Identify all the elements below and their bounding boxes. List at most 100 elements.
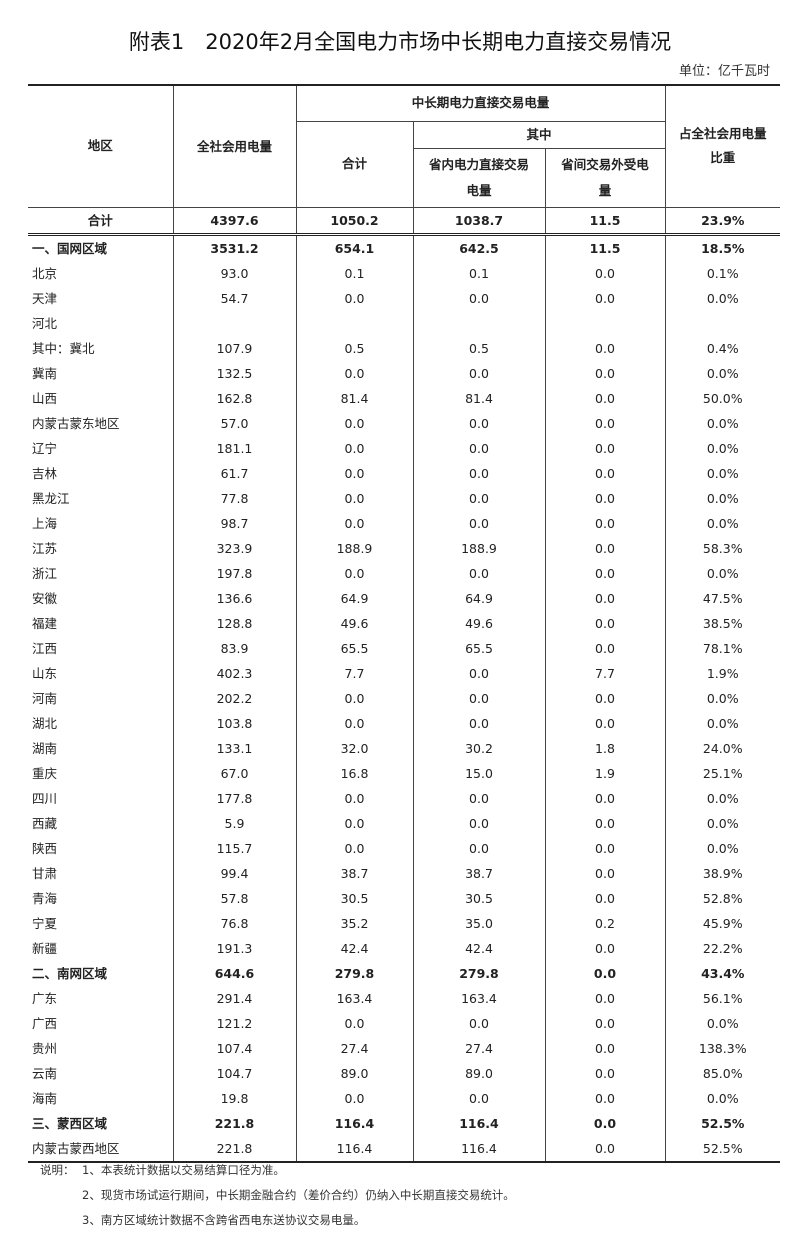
value-cell: 30.2 (412, 735, 546, 761)
value-cell: 5.9 (172, 810, 297, 836)
region-cell: 天津 (28, 285, 174, 311)
header-of-which: 其中 (412, 120, 665, 149)
value-cell: 162.8 (172, 385, 297, 411)
table-row: 江苏 323.9 188.9 188.9 0.0 58.3% (28, 535, 780, 561)
value-cell: 116.4 (412, 1135, 546, 1163)
header-mid-long-term: 中长期电力直接交易电量 (295, 84, 666, 122)
region-cell: 吉林 (28, 460, 174, 486)
value-cell: 27.4 (295, 1035, 414, 1061)
value-cell: 0.0 (295, 460, 414, 486)
value-cell: 25.1% (664, 760, 780, 786)
region-cell: 一、国网区域 (28, 234, 174, 261)
value-cell: 177.8 (172, 785, 297, 811)
value-cell: 0.0% (664, 810, 780, 836)
value-cell: 0.0 (544, 1010, 666, 1036)
value-cell: 0.0% (664, 485, 780, 511)
header-share-label: 占全社会用电量比重 (678, 126, 767, 166)
table-row: 云南 104.7 89.0 89.0 0.0 85.0% (28, 1060, 780, 1086)
value-cell: 0.0 (544, 560, 666, 586)
note-item: 2、现货市场试运行期间，中长期金融合约（差价合约）仍纳入中长期直接交易统计。 (82, 1188, 515, 1202)
table-row: 宁夏 76.8 35.2 35.0 0.2 45.9% (28, 910, 780, 936)
value-cell: 93.0 (172, 260, 297, 286)
value-cell: 221.8 (172, 1110, 297, 1136)
value-cell: 0.0 (295, 410, 414, 436)
value-cell: 0.0 (544, 835, 666, 861)
header-inter-province: 省间交易外受电量 (544, 147, 665, 208)
value-cell: 104.7 (172, 1060, 297, 1086)
value-cell: 0.0 (544, 785, 666, 811)
table-row: 内蒙古蒙西地区 221.8 116.4 116.4 0.0 52.5% (28, 1135, 780, 1163)
value-cell: 0.0 (544, 1135, 666, 1163)
value-cell: 0.5 (295, 335, 414, 361)
value-cell: 0.1% (664, 260, 780, 286)
value-cell: 47.5% (664, 585, 780, 611)
table-row: 安徽 136.6 64.9 64.9 0.0 47.5% (28, 585, 780, 611)
value-cell: 0.0 (412, 485, 546, 511)
value-cell (412, 310, 546, 336)
region-cell: 河南 (28, 685, 174, 711)
value-cell: 0.0 (295, 785, 414, 811)
value-cell: 0.0 (412, 460, 546, 486)
region-cell: 浙江 (28, 560, 174, 586)
table-row: 一、国网区域 3531.2 654.1 642.5 11.5 18.5% (28, 234, 780, 261)
table-row: 广东 291.4 163.4 163.4 0.0 56.1% (28, 985, 780, 1011)
value-cell: 0.0 (544, 285, 666, 311)
value-cell: 0.0 (412, 660, 546, 686)
value-cell: 0.0% (664, 435, 780, 461)
value-cell (172, 310, 297, 336)
table-row: 海南 19.8 0.0 0.0 0.0 0.0% (28, 1085, 780, 1111)
table-row: 吉林 61.7 0.0 0.0 0.0 0.0% (28, 460, 780, 486)
table-row: 重庆 67.0 16.8 15.0 1.9 25.1% (28, 760, 780, 786)
trade-table: 地区 全社会用电量 中长期电力直接交易电量 占全社会用电量比重 合计 其中 省内… (28, 84, 780, 1163)
value-cell: 99.4 (172, 860, 297, 886)
region-cell: 合计 (28, 207, 174, 236)
value-cell: 0.0 (544, 335, 666, 361)
value-cell: 7.7 (295, 660, 414, 686)
value-cell (544, 310, 666, 336)
value-cell: 4397.6 (172, 207, 297, 236)
value-cell: 0.0 (544, 710, 666, 736)
value-cell: 0.0% (664, 835, 780, 861)
value-cell: 279.8 (295, 960, 414, 986)
value-cell: 116.4 (412, 1110, 546, 1136)
value-cell: 0.0 (544, 385, 666, 411)
table-row: 内蒙古蒙东地区 57.0 0.0 0.0 0.0 0.0% (28, 410, 780, 436)
value-cell: 0.0 (412, 1085, 546, 1111)
table-row: 甘肃 99.4 38.7 38.7 0.0 38.9% (28, 860, 780, 886)
value-cell: 52.8% (664, 885, 780, 911)
value-cell: 1.8 (544, 735, 666, 761)
value-cell: 0.0 (412, 285, 546, 311)
value-cell: 0.0% (664, 360, 780, 386)
value-cell: 0.0 (295, 435, 414, 461)
table-row: 西藏 5.9 0.0 0.0 0.0 0.0% (28, 810, 780, 836)
region-cell: 重庆 (28, 760, 174, 786)
value-cell: 67.0 (172, 760, 297, 786)
value-cell: 0.0 (295, 835, 414, 861)
value-cell: 1038.7 (412, 207, 546, 236)
header-region: 地区 (28, 84, 174, 208)
table-row: 新疆 191.3 42.4 42.4 0.0 22.2% (28, 935, 780, 961)
region-cell: 内蒙古蒙东地区 (28, 410, 174, 436)
value-cell: 38.7 (412, 860, 546, 886)
value-cell: 0.0 (295, 685, 414, 711)
value-cell: 11.5 (544, 207, 666, 236)
value-cell: 0.0% (664, 560, 780, 586)
value-cell: 107.9 (172, 335, 297, 361)
value-cell: 163.4 (412, 985, 546, 1011)
value-cell: 0.5 (412, 335, 546, 361)
value-cell: 0.0% (664, 460, 780, 486)
value-cell: 65.5 (412, 635, 546, 661)
value-cell: 0.0 (412, 360, 546, 386)
region-cell: 黑龙江 (28, 485, 174, 511)
value-cell: 0.0 (295, 1010, 414, 1036)
note-item: 1、本表统计数据以交易结算口径为准。 (82, 1163, 285, 1177)
value-cell: 642.5 (412, 234, 546, 261)
value-cell: 0.0 (295, 810, 414, 836)
table-row: 二、南网区域 644.6 279.8 279.8 0.0 43.4% (28, 960, 780, 986)
table-row: 上海 98.7 0.0 0.0 0.0 0.0% (28, 510, 780, 536)
table-row: 冀南 132.5 0.0 0.0 0.0 0.0% (28, 360, 780, 386)
table-row: 四川 177.8 0.0 0.0 0.0 0.0% (28, 785, 780, 811)
value-cell: 32.0 (295, 735, 414, 761)
value-cell: 15.0 (412, 760, 546, 786)
value-cell: 133.1 (172, 735, 297, 761)
